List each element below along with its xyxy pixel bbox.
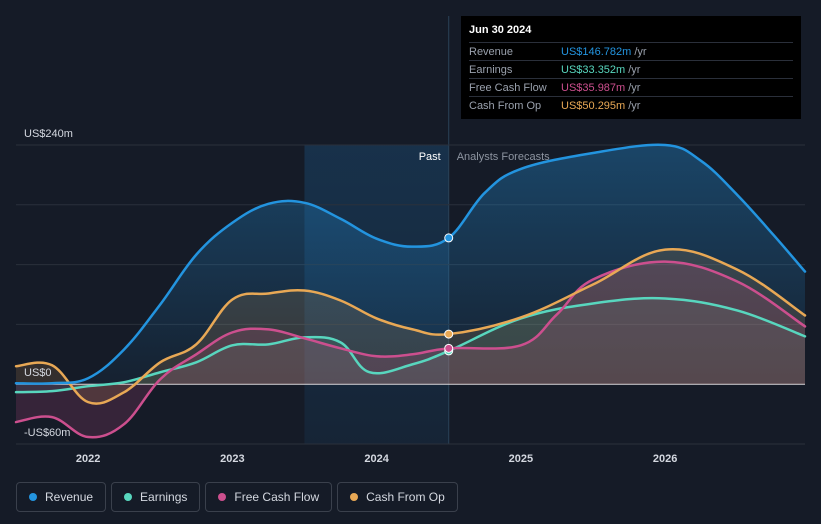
free-cash-flow-marker (444, 343, 454, 353)
chart-legend: Revenue Earnings Free Cash Flow Cash Fro… (16, 482, 458, 512)
free-cash-flow-dot-icon (218, 493, 227, 501)
legend-item-earnings[interactable]: Earnings (111, 482, 201, 512)
tooltip-label: Free Cash Flow (469, 81, 547, 94)
tooltip-unit: /yr (628, 81, 641, 94)
tooltip-unit: /yr (628, 63, 641, 76)
tooltip-label: Cash From Op (469, 99, 542, 112)
revenue-line (14, 143, 807, 385)
revenue-marker (444, 233, 454, 243)
tooltip-unit: /yr (634, 45, 647, 58)
tooltip-value: US$146.782m (561, 45, 632, 58)
free-cash-flow-area (16, 261, 805, 438)
tooltip-row-free-cash-flow: Free Cash Flow US$35.987m /yr (469, 78, 793, 96)
revenue-dot-icon (29, 493, 37, 501)
tooltip-row-revenue: Revenue US$146.782m /yr (469, 42, 793, 60)
x-tick-label: 2026 (653, 453, 677, 465)
legend-label: Free Cash Flow (234, 490, 320, 504)
earnings-line (14, 296, 807, 394)
x-tick-label: 2023 (220, 453, 244, 465)
tooltip-value: US$33.352m (561, 63, 626, 76)
legend-item-free-cash-flow[interactable]: Free Cash Flow (205, 482, 333, 512)
legend-item-cash-from-op[interactable]: Cash From Op (337, 482, 458, 512)
y-tick-label: US$240m (24, 128, 73, 140)
tooltip-unit: /yr (628, 99, 641, 112)
past-label: Past (419, 151, 441, 163)
tooltip-value: US$35.987m (561, 81, 626, 94)
legend-label: Earnings (140, 490, 188, 504)
x-tick-label: 2022 (76, 453, 100, 465)
y-tick-label: -US$60m (24, 427, 70, 439)
cash-from-op-dot-icon (350, 493, 359, 501)
y-tick-label: US$0 (24, 367, 52, 379)
forecast-label: Analysts Forecasts (457, 151, 550, 163)
tooltip-label: Revenue (469, 45, 514, 58)
tooltip-value: US$50.295m (561, 99, 626, 112)
tooltip-row-earnings: Earnings US$33.352m /yr (469, 60, 793, 78)
financial-chart: US$240m US$0 -US$60m 2022 2023 2024 2025 2026 Pa… (14, 16, 807, 465)
legend-item-revenue[interactable]: Revenue (16, 482, 107, 512)
cash-from-op-line (14, 247, 807, 405)
x-tick-label: 2025 (509, 453, 533, 465)
x-tick-label: 2024 (364, 453, 389, 465)
earnings-area (16, 298, 805, 393)
legend-label: Cash From Op (366, 490, 445, 504)
tooltip-date: Jun 30 2024 (469, 24, 532, 36)
cash-from-op-area (16, 249, 805, 404)
data-tooltip: Jun 30 2024 Revenue US$146.782m /yr Earn… (461, 16, 801, 119)
tooltip-row-cash-from-op: Cash From Op US$50.295m /yr (469, 96, 793, 114)
free-cash-flow-line (14, 260, 807, 439)
tooltip-label: Earnings (469, 63, 513, 76)
earnings-dot-icon (124, 493, 133, 501)
cash-from-op-marker (444, 329, 454, 339)
legend-label: Revenue (45, 490, 94, 504)
